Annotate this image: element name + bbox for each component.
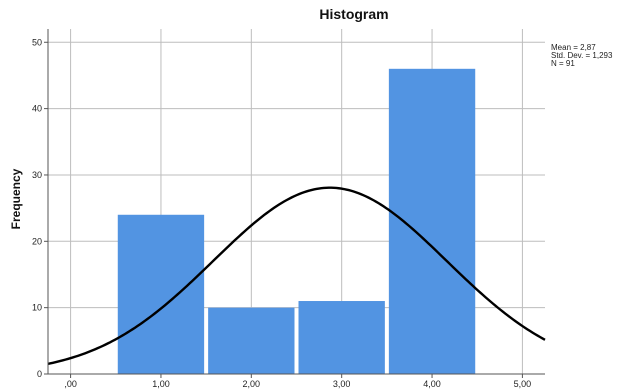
chart-title: Histogram — [319, 6, 388, 22]
normal-curve — [47, 186, 546, 366]
y-axis-label: Frequency — [9, 168, 23, 229]
x-tick-label: 4,00 — [423, 379, 441, 389]
histogram-bar — [117, 214, 205, 374]
y-tick-label: 50 — [32, 37, 42, 47]
x-tick-label: 1,00 — [152, 379, 170, 389]
x-tick-labels: ,00 1,00 2,00 3,00 4,00 5,00 — [64, 379, 531, 389]
y-tick-label: 40 — [32, 104, 42, 114]
axes — [44, 29, 545, 378]
stats-std-dev: Std. Dev. = 1,293 — [551, 51, 613, 60]
x-tick-label: 2,00 — [243, 379, 261, 389]
stats-n: N = 91 — [551, 59, 575, 68]
y-tick-label: 10 — [32, 303, 42, 313]
y-tick-labels: 0 10 20 30 40 50 — [32, 37, 42, 379]
x-tick-label: 3,00 — [333, 379, 351, 389]
x-tick-label: 5,00 — [514, 379, 532, 389]
stats-mean: Mean = 2,87 — [551, 43, 596, 52]
y-tick-label: 30 — [32, 170, 42, 180]
histogram-bar — [298, 301, 385, 374]
x-tick-label: ,00 — [64, 379, 77, 389]
histogram-bar — [388, 68, 476, 375]
y-tick-label: 0 — [37, 369, 42, 379]
histogram-bars — [117, 68, 476, 375]
histogram-bar — [208, 307, 295, 374]
y-tick-label: 20 — [32, 236, 42, 246]
